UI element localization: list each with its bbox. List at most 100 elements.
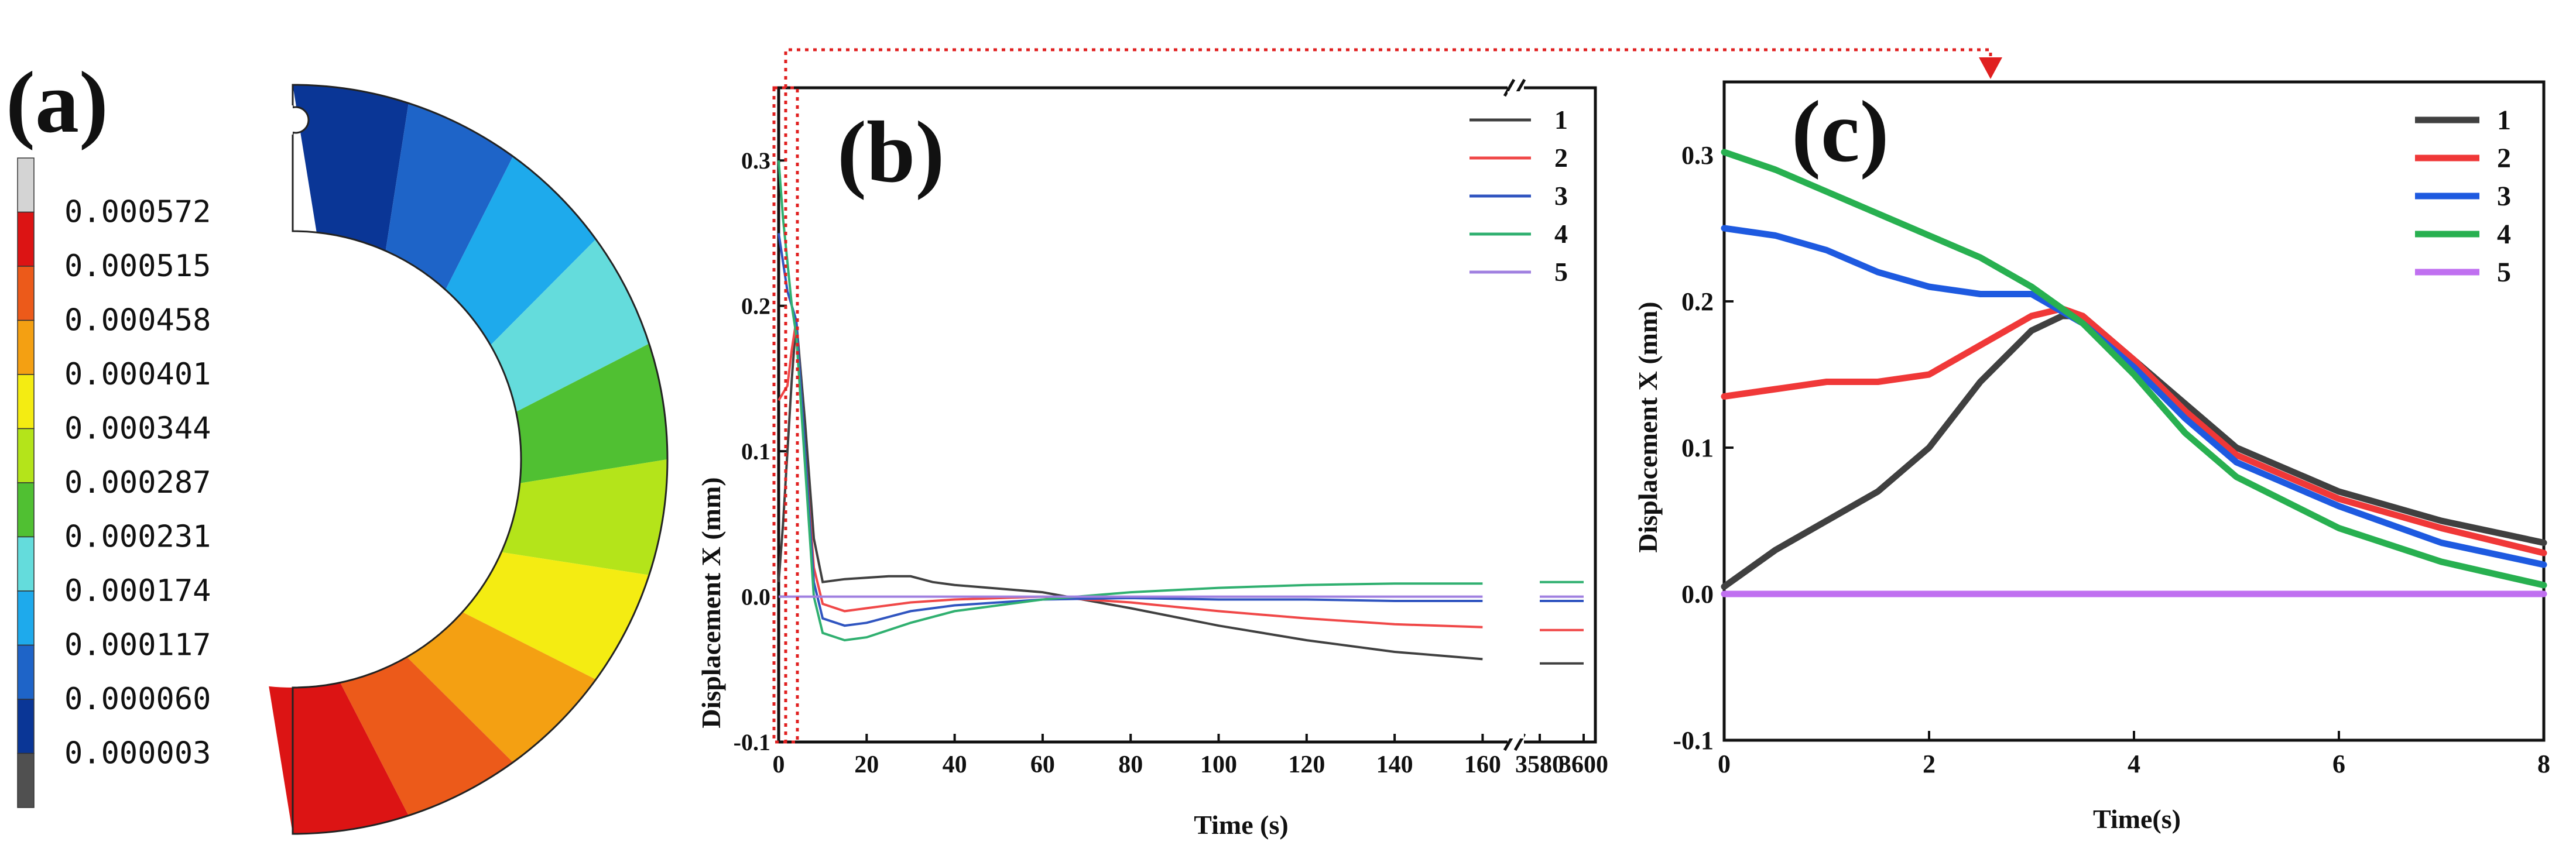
chart-b-y-tick-label: 0.1 [741,438,770,465]
legend-color-swatch [17,211,35,267]
panel-a: (a) 0.0005720.0005150.0004580.0004010.00… [6,54,669,835]
chart-b-legend-label: 5 [1554,257,1568,287]
chart-c-y-tick-label: 0.2 [1681,287,1714,316]
chart-b-series-3-line [777,233,1483,627]
chart-b-y-tick-label: -0.1 [734,729,770,755]
chart-b-legend-label: 1 [1554,105,1568,135]
legend-color-swatch [17,590,35,646]
chart-b-x-tick-label: 3600 [1559,751,1608,778]
chart-c-legend-label: 2 [2497,143,2511,174]
contour-band [445,156,596,345]
chart-c-x-tick-label: 0 [1718,750,1731,778]
legend-value-label: 0.000231 [64,520,211,555]
chart-c-legend-label: 3 [2497,181,2511,212]
chart-b-frame [777,86,1597,744]
chart-c-legend-label: 1 [2497,105,2511,136]
legend-value-label: 0.000117 [64,628,211,663]
chart-b-x-tick-label: 100 [1200,751,1237,778]
chart-b-plot-area: -0.1 0.0 0.1 0.2 0.3 0 20 40 60 80 100 120 140 160 358… [734,78,1608,778]
zoom-arrowhead [1979,57,2002,79]
chart-c-frame [1722,80,2546,742]
chart-b-series-4-line [777,160,1483,642]
chart-c-plot-area: -0.1 0.0 0.1 0.2 0.3 0 2 4 6 8 1 2 3 4 5 [1673,80,2550,778]
contour-band [490,239,649,412]
legend-color-swatch [17,536,35,592]
chart-b-y-tick-label: 0.2 [741,293,770,320]
chart-b-x-tick-label: 120 [1288,751,1325,778]
panel-c: -0.1 0.0 0.1 0.2 0.3 0 2 4 6 8 1 2 3 4 5 (c) Displacem… [1633,80,2550,834]
panel-b: -0.1 0.0 0.1 0.2 0.3 0 20 40 60 80 100 120 140 160 358… [696,78,1608,840]
chart-b-axis-break-mark [1503,78,1516,97]
chart-b-x-axis-title: Time (s) [1194,810,1288,840]
contour-band [516,343,667,483]
chart-b-x-tick-label: 60 [1030,751,1055,778]
contour-band [501,459,667,575]
legend-color-swatch [17,320,35,375]
chart-c-x-tick-label: 8 [2537,750,2550,778]
legend-color-swatch [17,644,35,700]
chart-b-legend-label: 2 [1554,143,1568,173]
chart-c-x-tick-label: 6 [2332,750,2345,778]
chart-c-y-tick-label: 0.3 [1681,141,1714,170]
legend-color-swatch [17,699,35,754]
contour-legend: 0.000572 0.000515 0.000458 0.000401 0.000344… [17,157,211,808]
contour-band [385,103,513,290]
chart-c-y-tick-label: 0.0 [1681,580,1714,609]
legend-value-label: 0.000458 [64,303,211,338]
panel-b-label: (b) [837,104,944,201]
legend-value-label: 0.000003 [64,736,211,771]
contour-outline [292,84,669,835]
legend-color-swatch [17,482,35,538]
legend-value-label: 0.000287 [64,465,211,500]
chart-c-series-4-line [1721,149,2547,589]
legend-color-swatch [17,753,35,808]
chart-b-x-tick-label: 140 [1376,751,1413,778]
legend-color-swatch [17,157,35,213]
chart-b-y-axis-title: Displacement X (mm) [696,477,726,728]
chart-b-x-tick-label: 3580 [1515,751,1564,778]
chart-b-legend-label: 3 [1554,181,1568,211]
chart-c-y-tick-label: 0.1 [1681,434,1714,462]
chart-b-x-tick-label: 0 [773,751,785,778]
panel-a-label: (a) [6,54,108,151]
hole-edge-mask [275,105,293,135]
chart-c-x-tick-label: 4 [2128,750,2140,778]
legend-color-swatch [17,266,35,321]
chart-b-legend-label: 4 [1554,219,1568,249]
chart-c-y-tick-label: -0.1 [1673,726,1714,755]
panel-c-label: (c) [1791,83,1889,180]
chart-c-series-1-line [1721,312,2547,590]
legend-value-label: 0.000060 [64,682,211,717]
chart-b-series-2-line [777,320,1483,628]
legend-value-label: 0.000401 [64,357,211,392]
legend-value-label: 0.000515 [64,249,211,284]
chart-b-x-tick-label: 160 [1464,751,1501,778]
chart-c-x-tick-label: 2 [1923,750,1936,778]
chart-c-legend-label: 4 [2497,219,2511,250]
zoom-region-box [772,86,799,744]
contour-band [462,552,649,680]
chart-b-x-tick-label: 40 [943,751,967,778]
chart-c-y-axis-title: Displacement X (mm) [1633,301,1663,552]
chart-b-break-band [1508,91,1524,738]
chart-b-series-1-line [777,320,1483,661]
chart-b-x-tick-label: 80 [1118,751,1143,778]
legend-color-swatch [17,374,35,430]
chart-b-y-tick-label: 0.3 [741,147,770,174]
legend-value-label: 0.000174 [64,573,211,609]
zoom-indicator [772,48,1992,744]
contour-band [269,682,409,834]
contour-band [293,85,409,251]
zoom-connector-line [784,48,1992,743]
contour-plot [269,84,669,835]
chart-b-y-tick-label: 0.0 [741,584,770,610]
legend-value-label: 0.000572 [64,195,211,230]
chart-b-x-tick-label: 20 [854,751,879,778]
legend-value-label: 0.000344 [64,411,211,446]
chart-c-legend-label: 5 [2497,257,2511,288]
contour-band [407,611,596,762]
contour-band [340,657,513,816]
chart-c-x-axis-title: Time(s) [2093,804,2181,834]
legend-color-swatch [17,428,35,483]
